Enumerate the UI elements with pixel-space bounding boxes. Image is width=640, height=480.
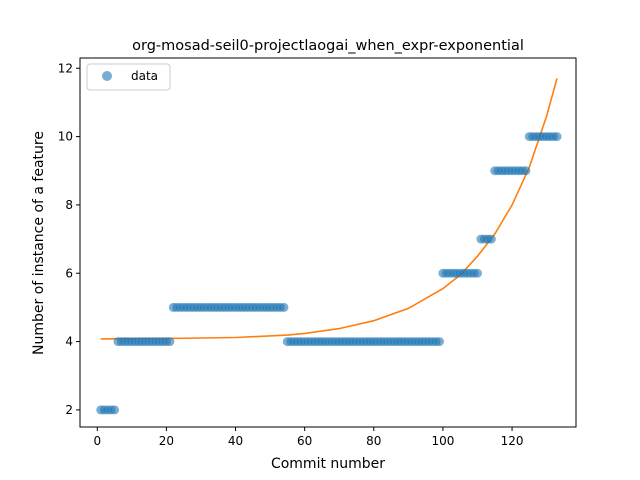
legend-label-data: data [131, 69, 158, 83]
y-tick-label: 12 [58, 61, 73, 75]
fit-curve-layer [100, 78, 558, 340]
legend-box [86, 63, 171, 91]
legend-marker [102, 71, 112, 81]
data-point [434, 337, 444, 347]
y-tick-label: 4 [65, 335, 73, 349]
y-tick-label: 6 [65, 266, 73, 280]
x-tick-label: 120 [501, 434, 524, 448]
chart-title: org-mosad-seil0-projectlaogai_when_expr-… [132, 38, 524, 54]
x-axis: 0 20 40 60 80 100 120 [93, 427, 524, 448]
plot-frame [79, 57, 577, 428]
data-point [552, 132, 562, 142]
data-point [110, 405, 120, 415]
x-tick-label: 20 [159, 434, 174, 448]
x-axis-label: Commit number [271, 456, 385, 472]
fit-curve [100, 78, 558, 340]
x-tick-label: 100 [431, 434, 454, 448]
y-tick-label: 2 [65, 403, 73, 417]
x-tick-label: 80 [366, 434, 381, 448]
data-point [165, 337, 175, 347]
x-tick-label: 0 [93, 434, 101, 448]
y-axis: 2 4 6 8 10 12 [58, 61, 80, 417]
data-point [279, 302, 289, 312]
x-tick-label: 60 [297, 434, 312, 448]
y-axis-label: Number of instance of a feature [31, 131, 47, 355]
y-tick-label: 10 [58, 130, 73, 144]
data-point [521, 166, 531, 176]
x-tick-label: 40 [228, 434, 243, 448]
y-tick-label: 8 [65, 198, 73, 212]
data-point [486, 234, 496, 244]
legend: data [86, 63, 171, 91]
data-point [472, 268, 482, 278]
data-points-layer [96, 132, 562, 415]
